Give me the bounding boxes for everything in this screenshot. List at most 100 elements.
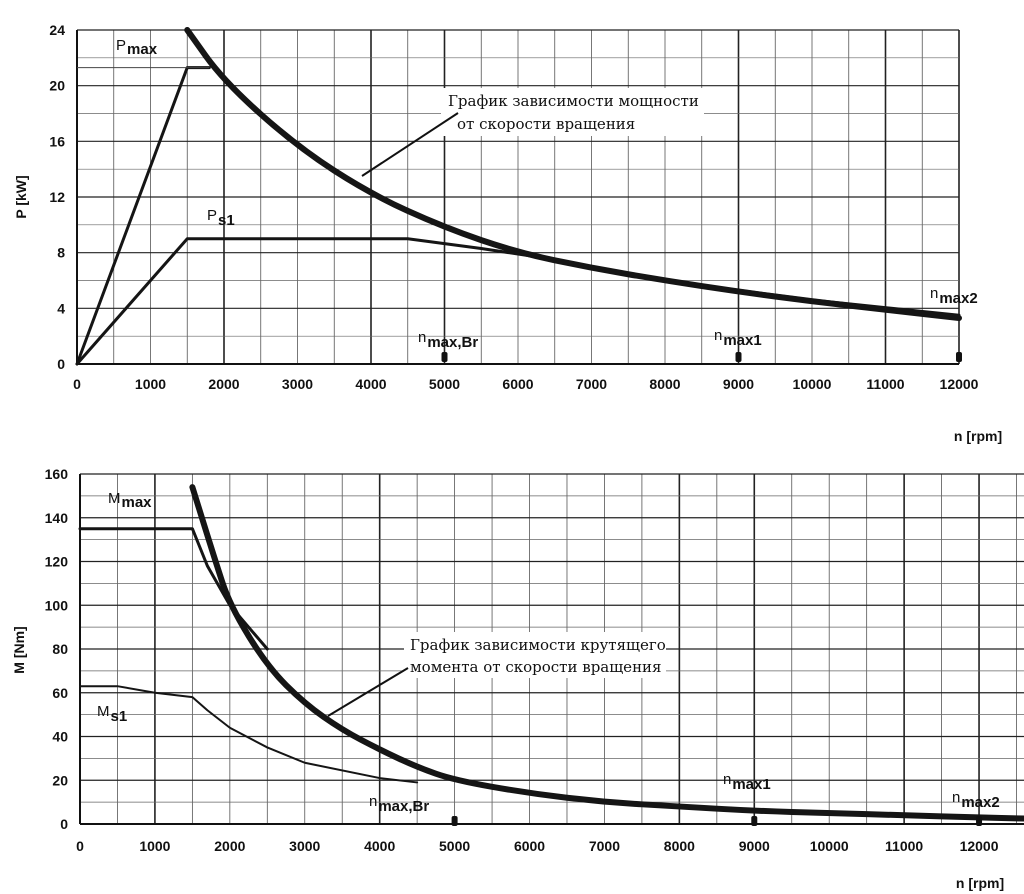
torque-ms1-label-sub: s1 xyxy=(111,708,128,725)
torque-x-tick-label: 4000 xyxy=(364,838,395,854)
torque-speed-marker-label-main: n xyxy=(723,771,731,788)
torque-x-tick-label: 11000 xyxy=(885,838,923,854)
power-speed-marker-label: nmax2 xyxy=(930,285,978,307)
torque-x-tick-label: 12000 xyxy=(960,838,999,854)
power-x-axis-label: n [rpm] xyxy=(954,428,1002,444)
torque-y-tick-label: 160 xyxy=(45,466,69,482)
power-x-tick-label: 0 xyxy=(73,376,81,392)
power-x-tick-label: 11000 xyxy=(866,376,904,392)
torque-annotation-line2: момента от скорости вращения xyxy=(410,658,662,676)
torque-mmax-label-main: M xyxy=(108,490,121,507)
power-x-tick-label: 8000 xyxy=(649,376,680,392)
torque-x-tick-label: 5000 xyxy=(439,838,470,854)
power-y-tick-label: 12 xyxy=(49,189,65,205)
torque-annotation-leader xyxy=(327,667,409,717)
power-x-tick-label: 7000 xyxy=(576,376,607,392)
power-speed-marker xyxy=(441,352,448,362)
power-speed-marker-label-sub: max2 xyxy=(939,290,977,307)
power-speed-marker xyxy=(735,352,742,362)
power-y-tick-label: 8 xyxy=(57,245,65,261)
power-chart: 0 1000 2000 3000 4000 5000 6000 7000 8000 9000 100… xyxy=(13,22,1002,444)
torque-speed-marker xyxy=(451,816,458,826)
torque-speed-marker-label: nmax1 xyxy=(723,771,771,793)
torque-ms1-label: Ms1 xyxy=(97,703,127,725)
torque-speed-marker-label-sub: max,Br xyxy=(378,798,429,815)
torque-x-tick-label: 0 xyxy=(76,838,84,854)
power-series-line xyxy=(184,27,962,322)
power-speed-marker-label-sub: max1 xyxy=(723,332,761,349)
torque-x-tick-label: 3000 xyxy=(289,838,320,854)
torque-y-axis-label: M [Nm] xyxy=(11,626,27,673)
power-speed-marker-label-main: n xyxy=(930,285,938,302)
torque-speed-marker xyxy=(976,816,983,826)
power-x-tick-label: 12000 xyxy=(940,376,979,392)
torque-annotation-box xyxy=(404,632,666,678)
torque-speed-marker-label-main: n xyxy=(952,789,960,806)
power-x-tick-label: 5000 xyxy=(429,376,460,392)
power-y-axis-label: P [kW] xyxy=(13,175,29,218)
power-x-tick-label: 2000 xyxy=(208,376,239,392)
torque-series-line xyxy=(189,484,1024,822)
torque-y-tick-label: 100 xyxy=(45,597,69,613)
torque-speed-marker-label: nmax,Br xyxy=(369,793,429,815)
power-pmax-label: Pmax xyxy=(116,37,158,58)
torque-mmax-label: Mmax xyxy=(108,490,152,511)
power-ps1-label: Ps1 xyxy=(207,207,235,229)
torque-grid xyxy=(79,473,1024,825)
torque-speed-marker-label-sub: max2 xyxy=(961,794,999,811)
power-annotation-box xyxy=(441,88,704,136)
torque-x-tick-label: 2000 xyxy=(214,838,245,854)
torque-x-tick-label: 8000 xyxy=(664,838,695,854)
torque-x-tick-label: 10000 xyxy=(810,838,849,854)
torque-x-axis-label: n [rpm] xyxy=(956,875,1004,891)
power-speed-marker-label: nmax1 xyxy=(714,327,762,349)
power-pmax-label-sub: max xyxy=(127,41,158,58)
power-x-tick-label: 10000 xyxy=(793,376,832,392)
power-ps1-label-sub: s1 xyxy=(218,212,235,229)
torque-tick-labels: 0 1000 2000 3000 4000 5000 6000 7000 8000 9000 100… xyxy=(45,466,999,854)
torque-speed-marker xyxy=(751,816,758,826)
power-y-tick-label: 24 xyxy=(49,22,65,38)
torque-y-tick-label: 120 xyxy=(45,554,69,570)
power-series-line xyxy=(75,66,211,366)
power-annotation-leader xyxy=(361,112,459,177)
power-annotation-line1: График зависимости мощности xyxy=(448,92,699,110)
torque-x-tick-label: 7000 xyxy=(589,838,620,854)
power-speed-marker-label: nmax,Br xyxy=(418,329,478,351)
power-ps1-label-main: P xyxy=(207,207,217,224)
power-x-tick-label: 9000 xyxy=(723,376,754,392)
torque-ms1-label-main: M xyxy=(97,703,110,720)
torque-chart: 0 1000 2000 3000 4000 5000 6000 7000 8000 9000 100… xyxy=(11,466,1024,891)
power-annotation-line2: от скорости вращения xyxy=(457,115,635,133)
torque-y-tick-label: 60 xyxy=(52,685,68,701)
torque-x-tick-label: 1000 xyxy=(139,838,170,854)
power-speed-marker-label-sub: max,Br xyxy=(427,334,478,351)
power-x-tick-label: 3000 xyxy=(282,376,313,392)
power-x-tick-label: 4000 xyxy=(355,376,386,392)
power-series xyxy=(75,27,962,366)
torque-y-tick-label: 0 xyxy=(60,816,68,832)
torque-mmax-label-sub: max xyxy=(122,494,153,511)
torque-x-tick-label: 6000 xyxy=(514,838,545,854)
torque-series-line xyxy=(79,685,419,784)
power-y-tick-label: 20 xyxy=(49,78,65,94)
torque-speed-marker-label-main: n xyxy=(369,793,377,810)
torque-y-tick-label: 20 xyxy=(52,772,68,788)
torque-series xyxy=(78,484,1024,822)
power-speed-marker-label-main: n xyxy=(714,327,722,344)
power-y-tick-label: 16 xyxy=(49,133,65,149)
torque-speed-marker-label-sub: max1 xyxy=(732,776,770,793)
torque-y-tick-label: 80 xyxy=(52,641,68,657)
torque-annotation-line1: График зависимости крутящего xyxy=(410,636,666,654)
power-x-tick-label: 6000 xyxy=(502,376,533,392)
torque-y-tick-label: 140 xyxy=(45,510,69,526)
power-grid xyxy=(76,29,960,365)
power-tick-labels: 0 1000 2000 3000 4000 5000 6000 7000 8000 9000 100… xyxy=(49,22,978,392)
power-x-tick-label: 1000 xyxy=(135,376,166,392)
torque-x-tick-label: 9000 xyxy=(739,838,770,854)
power-y-tick-label: 0 xyxy=(57,356,65,372)
power-speed-marker xyxy=(956,352,962,362)
